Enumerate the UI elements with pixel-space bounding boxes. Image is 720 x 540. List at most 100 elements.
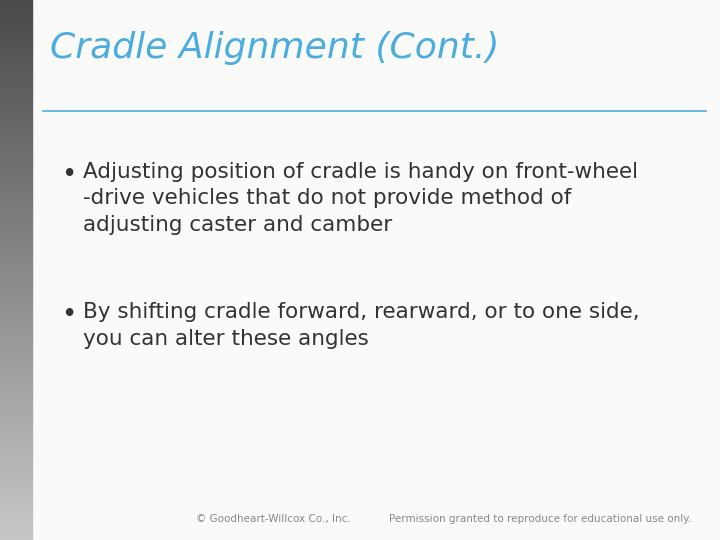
Bar [0, 259, 32, 262]
Bar [0, 381, 32, 383]
Bar [0, 51, 32, 54]
Text: •: • [61, 162, 76, 188]
Text: Permission granted to reproduce for educational use only.: Permission granted to reproduce for educ… [389, 514, 691, 524]
Bar [0, 327, 32, 329]
Bar [0, 248, 32, 251]
Bar [0, 227, 32, 229]
Bar [0, 427, 32, 429]
Bar [0, 124, 32, 127]
Bar [0, 68, 32, 70]
Bar [0, 0, 32, 3]
Text: •: • [61, 302, 76, 328]
Bar [0, 200, 32, 202]
Text: Cradle Alignment (Cont.): Cradle Alignment (Cont.) [50, 31, 500, 65]
Bar [0, 443, 32, 445]
Bar [0, 537, 32, 540]
Bar [0, 170, 32, 173]
Bar [0, 265, 32, 267]
Bar [0, 526, 32, 529]
Bar [0, 70, 32, 73]
Bar [0, 470, 32, 472]
Bar [0, 162, 32, 165]
Bar [0, 459, 32, 462]
Bar [0, 321, 32, 324]
Bar [0, 224, 32, 227]
Text: Adjusting position of cradle is handy on front-wheel
-drive vehicles that do not: Adjusting position of cradle is handy on… [83, 162, 638, 235]
Bar [0, 57, 32, 59]
Bar [0, 30, 32, 32]
Bar [0, 148, 32, 151]
Bar [0, 332, 32, 335]
Bar [0, 456, 32, 459]
Bar [0, 122, 32, 124]
Bar [0, 19, 32, 22]
Bar [0, 429, 32, 432]
Bar [0, 213, 32, 216]
Bar [0, 89, 32, 92]
Bar [0, 310, 32, 313]
Bar [0, 254, 32, 256]
Bar [0, 524, 32, 526]
Bar [0, 108, 32, 111]
Bar [0, 478, 32, 481]
Bar [0, 97, 32, 100]
Bar [0, 286, 32, 289]
Bar [0, 446, 32, 448]
Bar [0, 346, 32, 348]
Bar [0, 435, 32, 437]
Bar [0, 181, 32, 184]
Bar [0, 513, 32, 516]
Bar [0, 127, 32, 130]
Bar [0, 294, 32, 297]
Bar [0, 348, 32, 351]
Bar [0, 448, 32, 451]
Bar [0, 521, 32, 524]
Bar [0, 278, 32, 281]
Bar [0, 49, 32, 51]
Bar [0, 11, 32, 14]
Bar [0, 81, 32, 84]
Bar [0, 437, 32, 440]
Bar [0, 246, 32, 248]
Bar [0, 197, 32, 200]
Bar [0, 270, 32, 273]
Bar [0, 157, 32, 159]
Bar [0, 205, 32, 208]
Bar [0, 243, 32, 246]
Bar [0, 100, 32, 103]
Bar [0, 132, 32, 135]
Bar [0, 475, 32, 478]
Bar [0, 502, 32, 505]
Bar [0, 54, 32, 57]
Bar [0, 305, 32, 308]
Bar [0, 400, 32, 402]
Bar [0, 354, 32, 356]
Bar [0, 165, 32, 167]
Bar [0, 284, 32, 286]
Bar [0, 324, 32, 327]
Bar [0, 143, 32, 146]
Bar [0, 518, 32, 521]
Bar [0, 116, 32, 119]
Bar [0, 375, 32, 378]
Bar [0, 316, 32, 319]
Bar [0, 84, 32, 86]
Bar [0, 370, 32, 373]
Bar [0, 27, 32, 30]
Bar [0, 230, 32, 232]
Bar [0, 418, 32, 421]
Bar [0, 408, 32, 410]
Bar [0, 192, 32, 194]
Bar [0, 394, 32, 397]
Bar [0, 38, 32, 40]
Bar [0, 5, 32, 8]
Bar [0, 386, 32, 389]
Bar [0, 319, 32, 321]
Bar [0, 40, 32, 43]
Bar [0, 454, 32, 456]
Bar [0, 308, 32, 310]
Bar [0, 340, 32, 343]
Bar [0, 167, 32, 170]
Bar [0, 535, 32, 537]
Bar [0, 351, 32, 354]
